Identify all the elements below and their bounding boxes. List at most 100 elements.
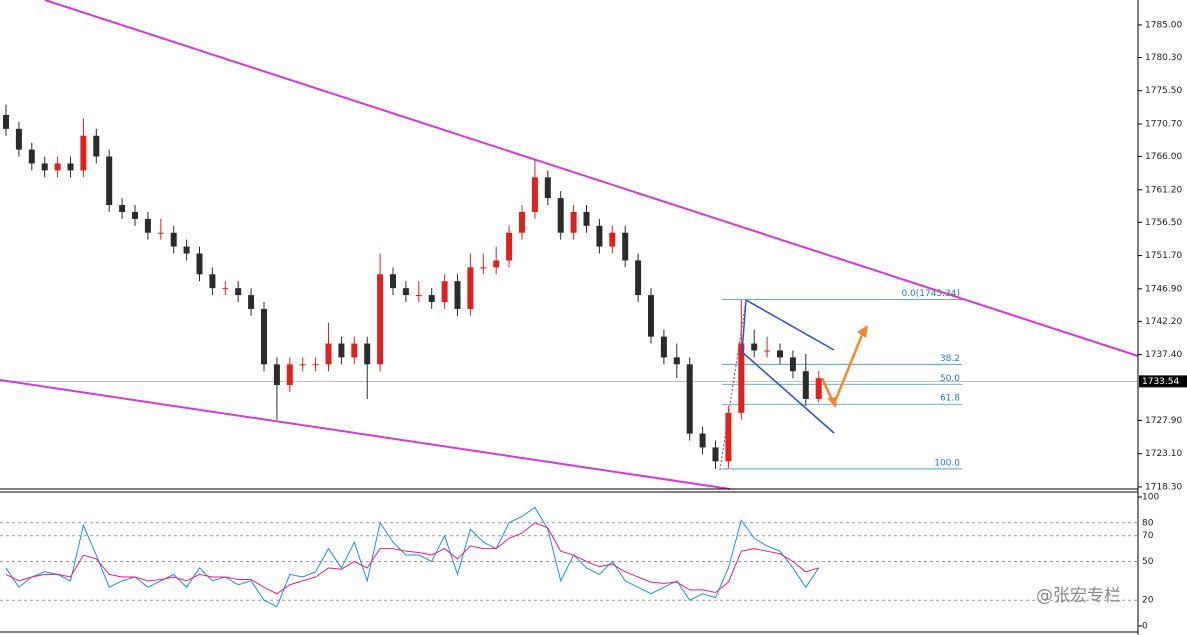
arrow-head	[857, 325, 868, 338]
y-tick-label: 100	[1142, 493, 1159, 503]
candle-body	[15, 128, 22, 150]
candle-body	[751, 343, 758, 351]
candle-body	[364, 343, 371, 365]
y-tick-label: 1751.70	[1145, 251, 1182, 261]
candle-body	[28, 149, 35, 164]
fib-label: 0.0(1745.34)	[901, 289, 960, 299]
y-tick-label: 80	[1142, 518, 1154, 528]
y-tick-label: 70	[1142, 531, 1154, 541]
y-tick-label: 1727.90	[1145, 416, 1182, 426]
candle-body	[815, 378, 822, 399]
candle-body	[196, 253, 203, 275]
candle-body	[261, 308, 267, 365]
candle-body	[506, 232, 513, 261]
candle-body	[390, 274, 396, 289]
candle-body	[493, 260, 500, 268]
candle-body	[144, 218, 151, 233]
candle-body	[286, 364, 293, 386]
y-tick-label: 0	[1142, 622, 1148, 632]
fib-label: 50.0	[940, 374, 960, 384]
candle-body	[660, 336, 667, 358]
candle-body	[764, 350, 771, 352]
candle-body	[3, 114, 9, 129]
price-box	[1139, 375, 1187, 388]
y-tick-label: 1723.10	[1145, 449, 1182, 459]
candle-body	[789, 357, 796, 372]
candle-body	[54, 163, 61, 171]
y-tick-label: 1775.50	[1145, 86, 1182, 96]
candle-body	[222, 288, 229, 290]
candle-body	[299, 364, 306, 366]
candle-body	[235, 288, 242, 296]
candle-body	[312, 364, 319, 366]
y-tick-label: 50	[1142, 557, 1154, 567]
candle-body	[557, 198, 564, 233]
candle-body	[415, 295, 422, 297]
candle-body	[738, 343, 745, 413]
candle-body	[802, 371, 809, 399]
y-tick-label: 1761.20	[1145, 185, 1182, 195]
oscillator-line	[5, 522, 819, 595]
candle-body	[157, 232, 164, 234]
candle-body	[544, 177, 551, 199]
candle-body	[248, 295, 255, 309]
candle-body	[351, 343, 358, 358]
candle-body	[454, 281, 461, 309]
candle-body	[467, 267, 474, 309]
candle-body	[777, 350, 783, 358]
candle-body	[480, 267, 487, 269]
y-tick-label: 1780.30	[1145, 53, 1182, 63]
fib-baseline	[719, 299, 747, 471]
candle-body	[699, 433, 706, 448]
candle-body	[183, 246, 190, 254]
fib-label: 61.8	[940, 394, 960, 404]
watermark: @张宏专栏	[1036, 586, 1121, 606]
candle-body	[402, 288, 409, 296]
candle-body	[712, 447, 719, 462]
y-tick-label: 1742.20	[1145, 317, 1182, 327]
fib-label: 100.0	[934, 458, 960, 468]
candle-body	[325, 343, 332, 365]
y-tick-label: 1785.00	[1145, 20, 1182, 30]
y-tick-label: 1756.50	[1145, 218, 1182, 228]
candle-body	[596, 225, 603, 247]
trend-line	[0, 379, 731, 490]
candle-body	[170, 232, 177, 247]
candle-body	[622, 232, 629, 261]
candle-body	[132, 211, 138, 219]
candle-body	[531, 177, 538, 212]
candle-body	[428, 295, 435, 302]
candle-body	[609, 232, 616, 247]
candle-body	[686, 364, 693, 434]
candle-body	[209, 274, 216, 289]
channel-line	[741, 351, 835, 434]
candle-body	[41, 163, 48, 171]
candle-body	[377, 274, 384, 365]
candle-body	[441, 281, 448, 302]
candle-body	[635, 260, 642, 296]
trend-line	[44, 0, 1139, 357]
candle-body	[106, 156, 113, 206]
channel-line	[741, 299, 747, 353]
candle-body	[673, 357, 680, 365]
candle-body	[338, 343, 345, 358]
y-tick-label: 1766.00	[1145, 152, 1182, 162]
candle-body	[93, 135, 100, 157]
y-tick-label: 1718.30	[1145, 482, 1182, 492]
candle-body	[119, 205, 126, 212]
y-tick-label: 1746.90	[1145, 284, 1182, 294]
candle-body	[648, 295, 654, 337]
plot: 1785.00 1780.30 1775.50 1770.70 1766.00 1761.…	[0, 20, 1187, 632]
y-tick-label: 20	[1142, 596, 1154, 606]
candle-body	[583, 211, 590, 226]
candle-body	[80, 135, 87, 171]
channel-line	[745, 299, 835, 351]
arrow-head	[827, 397, 837, 408]
y-tick-label: 1737.40	[1145, 350, 1182, 360]
candle-body	[67, 163, 74, 171]
candle-body	[725, 412, 732, 462]
candle-body	[519, 211, 525, 233]
y-tick-label: 1770.70	[1145, 119, 1182, 129]
